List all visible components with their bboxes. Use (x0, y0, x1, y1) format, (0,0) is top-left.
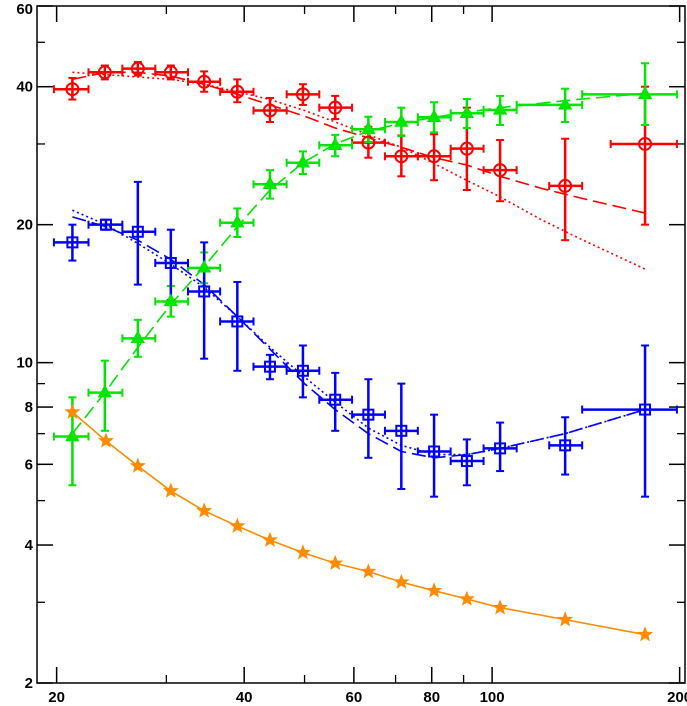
axis-ticks (37, 5, 685, 684)
series-2-point (328, 137, 343, 151)
series-2-point (197, 259, 212, 273)
series-3-point (164, 256, 177, 269)
series-4-point (294, 544, 311, 560)
series-1-dotted-line (72, 71, 646, 270)
series-2-point (230, 214, 245, 228)
x-tick-label: 200 (667, 689, 687, 706)
series-3-point (559, 439, 572, 452)
series-2-point (97, 384, 112, 398)
series-1-point (197, 74, 212, 89)
series-3-point (460, 455, 473, 468)
y-tick-label: 10 (16, 355, 33, 372)
series-2-point (361, 121, 376, 134)
series-4-point (360, 563, 377, 579)
series-4-point (458, 590, 475, 606)
series-1-point (328, 100, 343, 115)
series-1-point (558, 178, 573, 193)
series-4-point (327, 554, 344, 571)
series-4-point (261, 531, 278, 547)
series-1-point (262, 103, 277, 118)
series-2-point (262, 176, 278, 189)
series-4-point (196, 502, 213, 518)
series-3-point (329, 393, 342, 406)
series-2-point (637, 86, 653, 100)
y-tick-label: 20 (16, 217, 33, 234)
series-2-point (163, 293, 178, 307)
series-3-point (66, 236, 79, 249)
series-4-point (129, 457, 146, 473)
x-tick-label: 60 (346, 689, 363, 706)
series-1-point (459, 141, 474, 156)
series-3-point (428, 445, 441, 458)
series-3-point (231, 315, 244, 328)
y-tick-label: 8 (25, 399, 33, 416)
series-1-dashed-line (72, 71, 646, 214)
series-3-dotted-line (72, 209, 646, 456)
series-3-point (131, 225, 144, 238)
series-1-point (97, 65, 112, 80)
x-tick-label: 100 (480, 689, 505, 706)
y-tick-label: 60 (16, 1, 33, 18)
x-tick-label: 80 (423, 689, 440, 706)
tick-labels: 20 40 60 80 100 200 2 4 6 8 10 20 40 60 (16, 1, 687, 706)
series-2-point (65, 428, 80, 442)
series-3-point (362, 408, 375, 421)
series-4-point (393, 573, 410, 589)
series-1-point (163, 65, 178, 80)
series-1-point (230, 84, 245, 99)
y-tick-label: 4 (25, 537, 34, 554)
series-1-point (427, 149, 442, 164)
x-tick-label: 40 (236, 689, 253, 706)
y-tick-label: 40 (16, 79, 33, 96)
series-3-dashed-line (72, 216, 646, 459)
series-4-point (492, 599, 509, 615)
series-4-point (637, 626, 654, 642)
series-4-point (97, 432, 114, 448)
data-markers (64, 61, 654, 642)
series-4-point (229, 517, 246, 533)
x-tick-label: 20 (48, 689, 65, 706)
series-2-point (459, 105, 475, 118)
series-3-point (296, 364, 309, 377)
series-1-point (493, 163, 508, 178)
series-3-point (198, 285, 211, 298)
series-1-point (65, 82, 80, 97)
series-1-point (394, 149, 409, 164)
series-4-point (64, 403, 81, 419)
series-2-point (426, 109, 442, 123)
series-4-point (426, 582, 443, 598)
series-4-point (557, 611, 574, 627)
series-2-point (492, 101, 508, 115)
y-tick-label: 6 (25, 456, 33, 473)
series-1-point (130, 61, 145, 76)
series-3-point (99, 218, 112, 231)
series-1-point (638, 136, 653, 151)
series-2-point (394, 113, 409, 127)
fit-lines (71, 71, 646, 636)
series-2-point (558, 96, 573, 110)
series-3-point (263, 360, 276, 373)
series-2-point (295, 154, 311, 168)
series-4-solid-line (71, 411, 646, 636)
plot-frame (36, 5, 686, 684)
series-1-point (361, 135, 376, 150)
series-3-point (494, 442, 507, 455)
series-3-point (395, 424, 408, 437)
series-1-point (295, 87, 310, 102)
series-3-point (639, 403, 652, 416)
series-2-point (130, 330, 145, 344)
series-4-point (162, 482, 179, 498)
y-tick-label: 2 (25, 675, 33, 692)
